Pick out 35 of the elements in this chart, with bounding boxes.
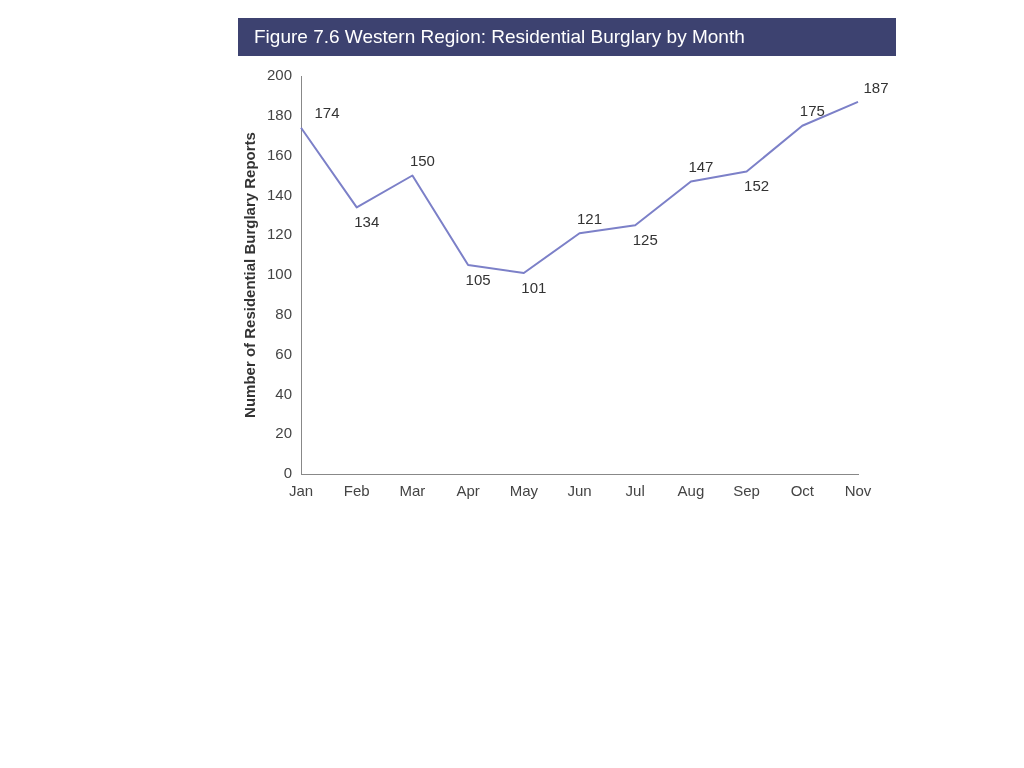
x-tick-label: Jan xyxy=(288,482,314,500)
x-tick-label: Apr xyxy=(456,482,480,500)
x-tick-label: Mar xyxy=(399,482,426,500)
x-tick-label: Sep xyxy=(733,482,760,500)
data-label: 101 xyxy=(521,278,547,296)
x-tick-label: Jun xyxy=(567,482,592,500)
data-label: 152 xyxy=(744,177,770,195)
x-tick-label: Jul xyxy=(625,482,645,500)
y-axis-title: Number of Residential Burglary Reports xyxy=(241,132,259,418)
data-label: 134 xyxy=(354,212,380,230)
data-label: 175 xyxy=(799,102,825,120)
x-tick-label: Feb xyxy=(343,482,370,500)
data-label: 125 xyxy=(632,230,658,248)
data-label: 187 xyxy=(863,78,889,96)
data-label: 121 xyxy=(577,209,603,227)
y-tick-label: 80 xyxy=(275,304,293,322)
x-tick-label: Oct xyxy=(790,482,815,500)
y-tick-label: 180 xyxy=(267,105,293,123)
y-tick-label: 0 xyxy=(283,464,293,482)
data-label: 174 xyxy=(314,104,340,122)
y-tick-label: 140 xyxy=(267,185,293,203)
y-tick-label: 200 xyxy=(267,66,293,84)
y-tick-label: 60 xyxy=(275,344,293,362)
data-label: 105 xyxy=(465,270,491,288)
y-tick-label: 40 xyxy=(275,384,293,402)
x-tick-label: Aug xyxy=(677,482,705,500)
x-tick-label: Nov xyxy=(844,482,872,500)
y-tick-label: 160 xyxy=(267,145,293,163)
y-tick-label: 100 xyxy=(267,265,293,283)
data-label: 147 xyxy=(688,158,714,176)
y-tick-label: 120 xyxy=(267,225,293,243)
chart-title: Figure 7.6 Western Region: Residential Burglary by Month xyxy=(238,18,896,56)
data-label: 150 xyxy=(409,152,435,170)
x-tick-label: May xyxy=(509,482,539,500)
y-tick-label: 20 xyxy=(275,424,293,442)
